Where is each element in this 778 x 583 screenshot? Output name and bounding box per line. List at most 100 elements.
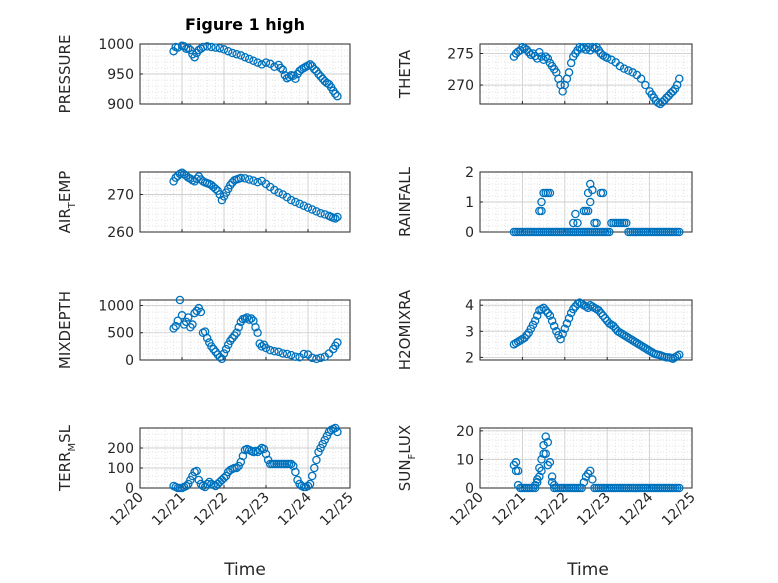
data-point bbox=[581, 302, 591, 311]
data-point bbox=[607, 55, 616, 65]
y-axis-label: THETA bbox=[396, 49, 414, 99]
data-point bbox=[545, 311, 555, 320]
y-tick-label: 500 bbox=[107, 326, 134, 342]
data-point bbox=[571, 209, 580, 219]
x-tick-label: 12/22 bbox=[532, 490, 572, 530]
data-point bbox=[560, 324, 570, 333]
data-point bbox=[198, 42, 208, 52]
data-point bbox=[605, 227, 614, 237]
data-point bbox=[188, 320, 197, 329]
series-markers bbox=[169, 41, 342, 101]
data-point bbox=[303, 481, 313, 491]
data-point bbox=[516, 336, 525, 345]
y-tick-label: 1000 bbox=[98, 298, 134, 314]
data-point bbox=[217, 354, 227, 364]
data-point bbox=[605, 319, 614, 328]
y-axis-label-subscript: F bbox=[407, 453, 418, 459]
x-tick-label: 12/23 bbox=[574, 490, 614, 530]
data-point bbox=[226, 180, 235, 190]
data-point bbox=[282, 349, 292, 359]
data-point bbox=[312, 455, 321, 465]
x-tick-label: 12/23 bbox=[233, 490, 273, 530]
y-axis-label-tail: SL bbox=[56, 424, 74, 443]
data-point bbox=[577, 299, 587, 309]
y-axis-label: AIRTEMP bbox=[56, 171, 78, 234]
axes-box bbox=[139, 299, 351, 361]
data-point bbox=[310, 64, 319, 74]
data-point bbox=[596, 308, 606, 318]
data-point bbox=[236, 173, 246, 183]
y-tick-label: 200 bbox=[107, 441, 134, 457]
data-point bbox=[333, 212, 342, 222]
data-point bbox=[316, 72, 325, 81]
data-point bbox=[577, 483, 587, 493]
x-tick-label: 12/24 bbox=[275, 489, 315, 529]
data-point bbox=[569, 218, 578, 228]
data-point bbox=[522, 45, 531, 54]
data-point bbox=[202, 479, 212, 489]
data-point bbox=[532, 311, 542, 320]
data-point bbox=[259, 444, 269, 454]
data-point bbox=[261, 343, 271, 353]
data-point bbox=[240, 52, 250, 62]
data-point bbox=[188, 471, 197, 481]
data-point bbox=[307, 353, 317, 363]
y-tick-label: 0 bbox=[125, 353, 134, 369]
data-point bbox=[535, 47, 544, 57]
data-point bbox=[509, 340, 519, 349]
data-point bbox=[247, 314, 256, 323]
axes-box bbox=[479, 299, 693, 361]
y-axis-label-subscript: T bbox=[67, 201, 78, 209]
data-point bbox=[278, 349, 288, 358]
data-point bbox=[588, 475, 597, 484]
data-point bbox=[668, 354, 678, 363]
series-markers bbox=[169, 295, 342, 364]
x-tick-label: 12/21 bbox=[489, 490, 529, 530]
data-point bbox=[312, 207, 321, 216]
data-point bbox=[219, 349, 229, 358]
data-point bbox=[664, 91, 673, 101]
data-point bbox=[236, 51, 246, 60]
data-point bbox=[173, 316, 183, 325]
y-tick-label: 1 bbox=[465, 195, 474, 211]
y-tick-label: 0 bbox=[465, 225, 474, 241]
data-point bbox=[638, 342, 648, 352]
axes-box bbox=[139, 427, 351, 489]
y-tick-label: 0 bbox=[465, 481, 474, 497]
x-tick-label: 12/22 bbox=[191, 490, 231, 530]
y-axis-label: H2OMIXRA bbox=[396, 289, 414, 370]
axes-air-temp: 260 270 AIRTEMP bbox=[56, 168, 351, 241]
y-axis-label-main: AIR bbox=[56, 208, 74, 233]
data-point bbox=[630, 337, 640, 346]
y-axis-label: PRESSURE bbox=[56, 35, 74, 114]
data-point bbox=[211, 184, 220, 194]
data-point bbox=[194, 475, 204, 485]
data-point bbox=[307, 205, 317, 214]
data-point bbox=[641, 80, 650, 90]
data-point bbox=[232, 463, 241, 473]
axes-mixdepth: 0 500 1000 MIXDEPTH bbox=[56, 291, 351, 369]
data-point bbox=[528, 49, 538, 58]
data-point bbox=[303, 203, 313, 212]
data-point bbox=[598, 188, 608, 198]
data-point bbox=[600, 314, 610, 323]
data-point bbox=[590, 303, 599, 313]
data-point bbox=[592, 218, 601, 228]
data-point bbox=[333, 427, 342, 437]
axes-rainfall: 0 1 2 RAINFALL bbox=[396, 165, 693, 241]
data-point bbox=[532, 475, 542, 484]
data-point bbox=[234, 461, 243, 471]
x-tick-label: 12/21 bbox=[149, 490, 189, 530]
y-tick-label: 260 bbox=[107, 225, 134, 241]
data-point bbox=[622, 332, 631, 341]
data-point bbox=[261, 58, 271, 67]
data-point bbox=[232, 49, 241, 59]
data-point bbox=[543, 460, 553, 470]
data-point bbox=[539, 440, 548, 450]
data-point bbox=[171, 321, 180, 331]
data-point bbox=[184, 313, 193, 322]
data-point bbox=[617, 329, 627, 339]
y-axis-label: SUNFLUX bbox=[396, 425, 418, 491]
